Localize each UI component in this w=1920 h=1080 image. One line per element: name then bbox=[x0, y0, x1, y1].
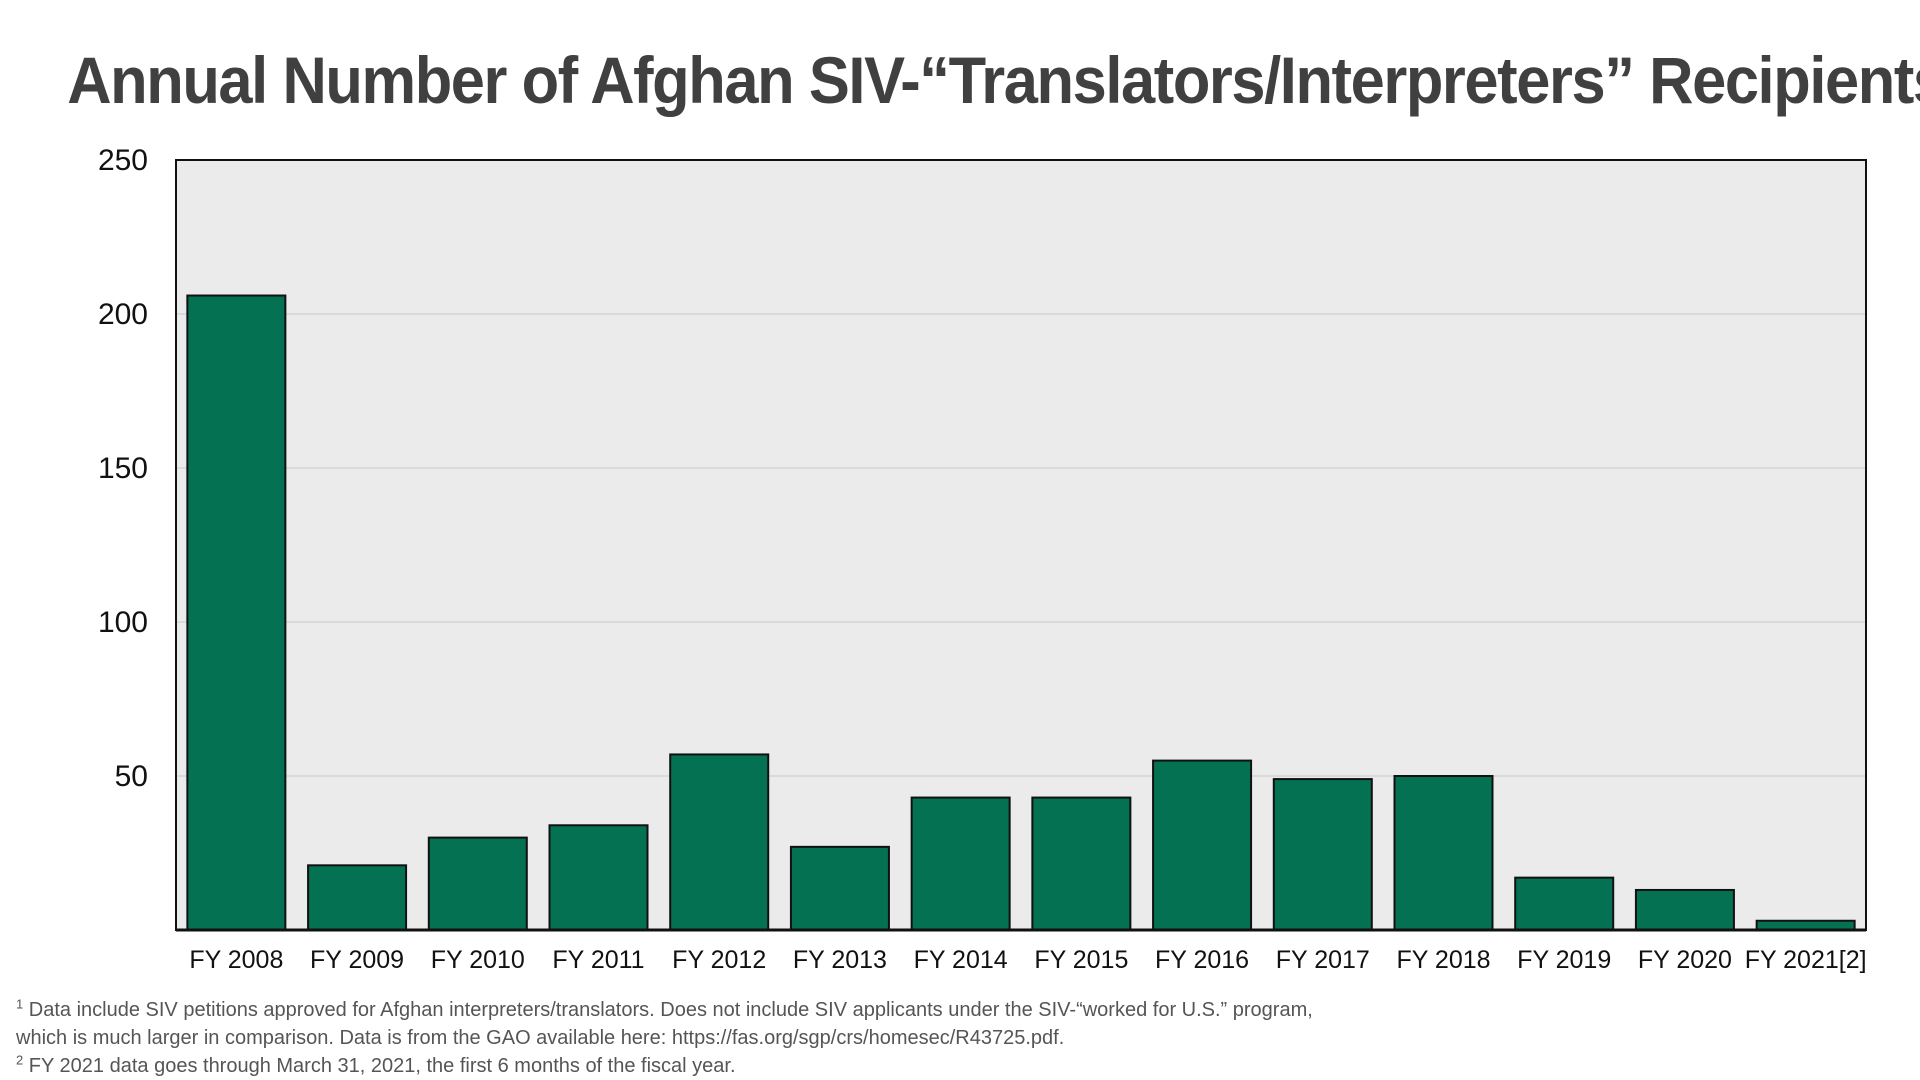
x-tick-label-10: FY 2018 bbox=[1396, 946, 1490, 974]
footnote-2-mark: 2 bbox=[16, 1052, 24, 1068]
footnotes: 1 Data include SIV petitions approved fo… bbox=[16, 996, 1576, 1080]
x-tick-label-11: FY 2019 bbox=[1517, 946, 1611, 974]
footnote-1-line-1: 1 Data include SIV petitions approved fo… bbox=[16, 996, 1576, 1024]
bar-fy-2016 bbox=[1152, 759, 1253, 931]
bar-fy-2013 bbox=[789, 845, 890, 932]
bar-fy-2009 bbox=[307, 864, 408, 932]
plot-background bbox=[176, 160, 1866, 930]
x-tick-label-9: FY 2017 bbox=[1276, 946, 1370, 974]
x-tick-label-8: FY 2016 bbox=[1155, 946, 1249, 974]
chart-title-text: Annual Number of Afghan SIV-“Translators… bbox=[67, 43, 1920, 117]
bar-fy-2020 bbox=[1634, 888, 1735, 932]
bar-fy-2019 bbox=[1514, 876, 1615, 932]
bar-fy-2015 bbox=[1031, 796, 1132, 931]
y-tick-label-50: 50 bbox=[115, 760, 148, 793]
y-tick-label-100: 100 bbox=[98, 606, 148, 639]
footnote-2-line-1: 2 FY 2021 data goes through March 31, 20… bbox=[16, 1052, 1576, 1080]
x-tick-label-6: FY 2014 bbox=[914, 946, 1008, 974]
footnote-1-mark: 1 bbox=[16, 996, 24, 1012]
x-tick-label-1: FY 2009 bbox=[310, 946, 404, 974]
bar-fy-2010 bbox=[427, 836, 528, 931]
x-tick-label-3: FY 2011 bbox=[552, 946, 644, 974]
y-tick-label-250: 250 bbox=[98, 144, 148, 177]
x-tick-label-12: FY 2020 bbox=[1638, 946, 1732, 974]
y-tick-label-150: 150 bbox=[98, 452, 148, 485]
x-tick-label-2: FY 2010 bbox=[431, 946, 525, 974]
bar-fy-2017 bbox=[1272, 778, 1373, 932]
x-tick-label-0: FY 2008 bbox=[189, 946, 283, 974]
footnote-1-text-1: Data include SIV petitions approved for … bbox=[28, 999, 1313, 1021]
bar-fy-2014 bbox=[910, 796, 1011, 931]
x-tick-label-5: FY 2013 bbox=[793, 946, 887, 974]
bar-fy-2011 bbox=[548, 824, 649, 932]
chart-title: Annual Number of Afghan SIV-“Translators… bbox=[67, 42, 1920, 118]
y-tick-label-200: 200 bbox=[98, 298, 148, 331]
footnote-1-line-2: which is much larger in comparison. Data… bbox=[16, 1024, 1576, 1052]
x-tick-label-4: FY 2012 bbox=[672, 946, 766, 974]
bar-fy-2018 bbox=[1393, 775, 1494, 931]
footnote-2-text-1: FY 2021 data goes through March 31, 2021… bbox=[28, 1055, 736, 1077]
bar-fy-2012 bbox=[669, 753, 770, 931]
x-tick-label-7: FY 2015 bbox=[1034, 946, 1128, 974]
bar-fy-2008 bbox=[186, 294, 287, 931]
x-tick-label-13: FY 2021[2] bbox=[1745, 946, 1867, 974]
footnote-1-text-2: which is much larger in comparison. Data… bbox=[16, 1027, 1065, 1049]
